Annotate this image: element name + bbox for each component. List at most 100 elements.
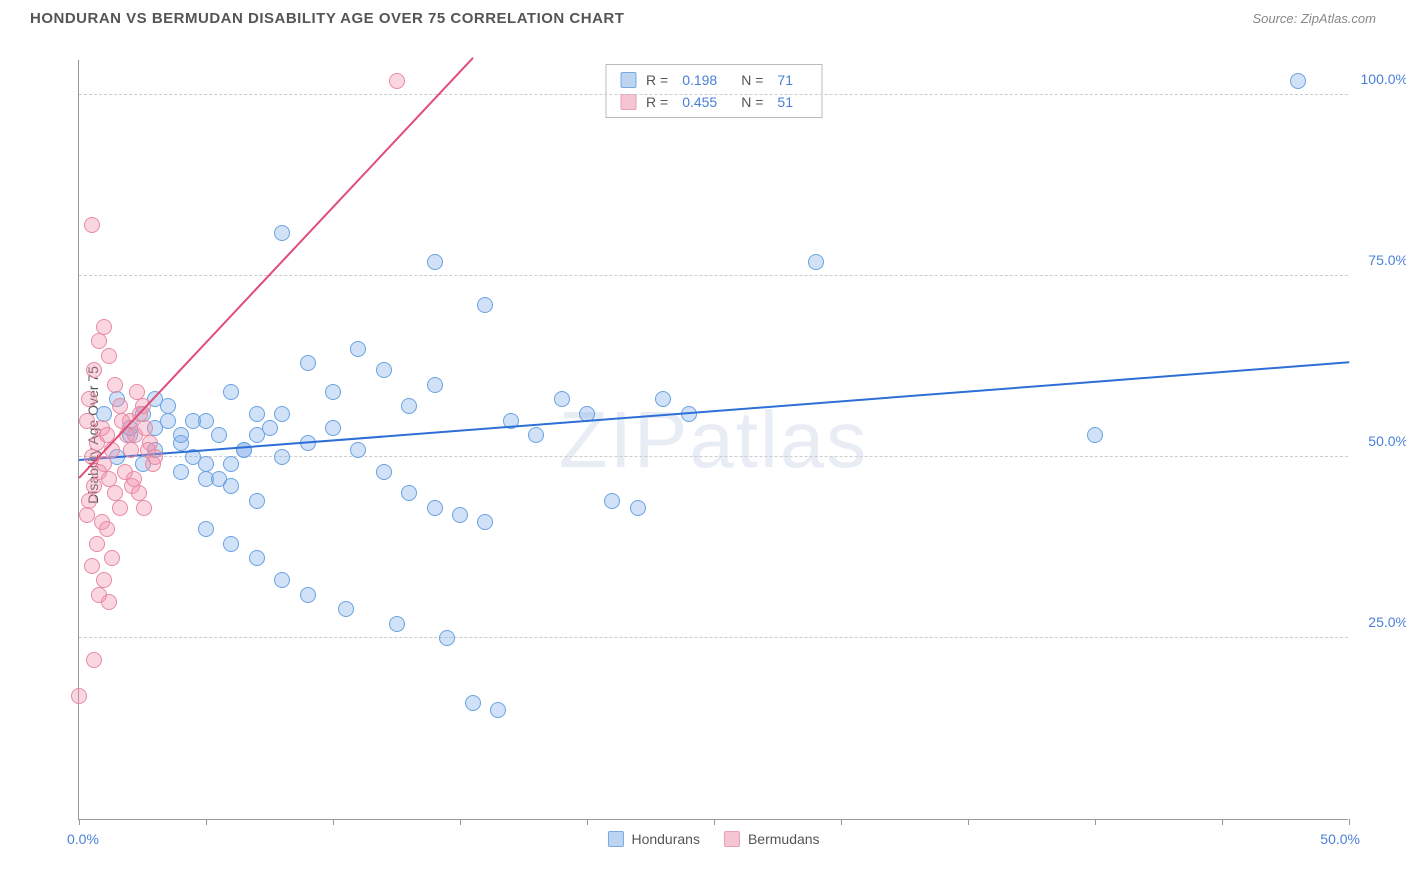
y-tick-label: 75.0% [1368,252,1406,268]
series-legend: Hondurans Bermudans [607,831,819,847]
source-name: ZipAtlas.com [1301,11,1376,26]
data-point [490,702,506,718]
data-point [477,514,493,530]
x-tick [333,819,334,825]
plot-area: ZIPatlas R = 0.198 N = 71 R = 0.455 N = … [78,60,1348,820]
legend-row-hondurans: R = 0.198 N = 71 [620,69,807,91]
y-tick-label: 50.0% [1368,433,1406,449]
data-point [554,391,570,407]
data-point [262,420,278,436]
data-point [198,521,214,537]
data-point [223,456,239,472]
data-point [96,406,112,422]
chart-container: Disability Age Over 75 ZIPatlas R = 0.19… [48,40,1378,830]
data-point [274,572,290,588]
data-point [223,384,239,400]
gridline [79,456,1348,457]
x-tick [79,819,80,825]
data-point [71,688,87,704]
x-tick [206,819,207,825]
data-point [350,341,366,357]
r-label: R = [646,69,668,91]
data-point [198,456,214,472]
data-point [477,297,493,313]
data-point [249,493,265,509]
x-tick [968,819,969,825]
data-point [160,413,176,429]
data-point [274,449,290,465]
data-point [236,442,252,458]
data-point [325,420,341,436]
data-point [528,427,544,443]
data-point [123,442,139,458]
data-point [300,355,316,371]
data-point [223,536,239,552]
correlation-legend: R = 0.198 N = 71 R = 0.455 N = 51 [605,64,822,118]
swatch-bermudans-icon [724,831,740,847]
data-point [81,493,97,509]
watermark-thin: atlas [689,395,868,484]
data-point [173,427,189,443]
data-point [249,406,265,422]
data-point [104,550,120,566]
data-point [376,362,392,378]
data-point [427,254,443,270]
x-tick [460,819,461,825]
trend-line [79,361,1349,461]
data-point [350,442,366,458]
data-point [325,384,341,400]
watermark: ZIPatlas [559,394,868,486]
x-tick [1095,819,1096,825]
data-point [300,587,316,603]
legend-label-hondurans: Hondurans [631,831,700,847]
data-point [107,377,123,393]
swatch-bermudans [620,94,636,110]
x-tick [841,819,842,825]
data-point [452,507,468,523]
data-point [79,413,95,429]
data-point [86,652,102,668]
x-tick [587,819,588,825]
watermark-bold: ZIP [559,395,689,484]
data-point [81,391,97,407]
gridline [79,94,1348,95]
data-point [338,601,354,617]
data-point [136,500,152,516]
y-tick-label: 100.0% [1361,71,1406,87]
data-point [249,550,265,566]
data-point [389,616,405,632]
data-point [145,456,161,472]
data-point [99,521,115,537]
x-tick [714,819,715,825]
y-tick-label: 25.0% [1368,614,1406,630]
data-point [211,427,227,443]
data-point [389,73,405,89]
n-value-hondurans: 71 [777,69,793,91]
data-point [376,464,392,480]
r-value-hondurans: 0.198 [682,69,717,91]
data-point [84,558,100,574]
x-axis-min-label: 0.0% [67,831,99,847]
data-point [604,493,620,509]
swatch-hondurans [620,72,636,88]
legend-item-bermudans: Bermudans [724,831,820,847]
data-point [86,362,102,378]
source-label: Source: [1252,11,1300,26]
swatch-hondurans-icon [607,831,623,847]
data-point [89,536,105,552]
n-label: N = [741,69,763,91]
data-point [274,225,290,241]
data-point [112,398,128,414]
data-point [465,695,481,711]
data-point [427,377,443,393]
data-point [84,217,100,233]
data-point [211,471,227,487]
header: HONDURAN VS BERMUDAN DISABILITY AGE OVER… [0,0,1406,35]
data-point [630,500,646,516]
data-point [91,333,107,349]
data-point [185,413,201,429]
x-tick [1222,819,1223,825]
data-point [1087,427,1103,443]
data-point [427,500,443,516]
data-point [274,406,290,422]
